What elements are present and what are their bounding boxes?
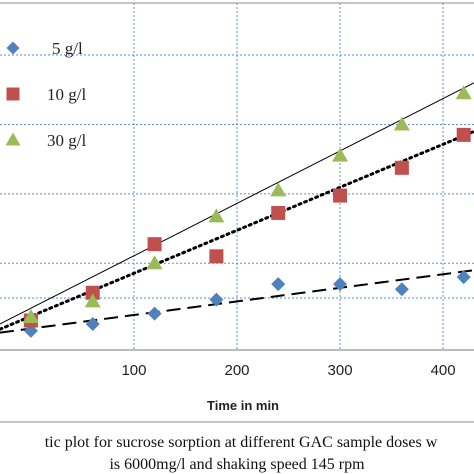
x-axis-title: Time in min xyxy=(207,398,279,413)
diamond-marker xyxy=(456,270,471,285)
caption-line-2: is 6000mg/l and shaking speed 145 rpm xyxy=(109,456,365,473)
axes: 100 200 300 400 xyxy=(0,349,474,379)
square-marker xyxy=(85,285,100,300)
trend-line xyxy=(0,269,474,334)
x-tick-label: 200 xyxy=(224,362,249,379)
diamond-marker xyxy=(6,41,20,55)
x-tick-label: 100 xyxy=(121,362,146,379)
triangle-marker xyxy=(393,116,410,131)
square-marker xyxy=(333,188,348,203)
square-marker xyxy=(209,249,224,264)
square-marker xyxy=(147,237,162,252)
grid xyxy=(0,3,474,350)
legend: 5 g/l 10 g/l 30 g/l xyxy=(5,39,86,150)
triangle-marker xyxy=(455,85,472,100)
triangle-marker xyxy=(22,309,39,324)
diamond-marker xyxy=(333,277,348,292)
square-marker xyxy=(271,205,286,220)
triangle-marker xyxy=(146,255,163,270)
triangle-marker xyxy=(332,147,349,162)
diamond-marker xyxy=(85,316,100,331)
diamond-marker xyxy=(209,292,224,307)
legend-label: 5 g/l xyxy=(52,39,83,58)
x-tick-label: 400 xyxy=(431,362,456,379)
x-tick-label: 300 xyxy=(328,362,353,379)
diamond-marker xyxy=(394,282,409,297)
square-marker xyxy=(6,87,20,101)
legend-label: 10 g/l xyxy=(47,85,86,104)
triangle-marker xyxy=(84,293,101,308)
data-points xyxy=(22,85,472,338)
square-marker xyxy=(394,160,409,175)
legend-label: 30 g/l xyxy=(47,131,86,150)
square-marker xyxy=(456,127,471,142)
triangle-marker xyxy=(5,132,21,146)
caption-line-1: tic plot for sucrose sorption at differe… xyxy=(45,434,438,451)
triangle-marker xyxy=(208,208,225,223)
triangle-marker xyxy=(270,182,287,197)
trend-line xyxy=(0,82,474,325)
diamond-marker xyxy=(147,306,162,321)
diamond-marker xyxy=(271,277,286,292)
